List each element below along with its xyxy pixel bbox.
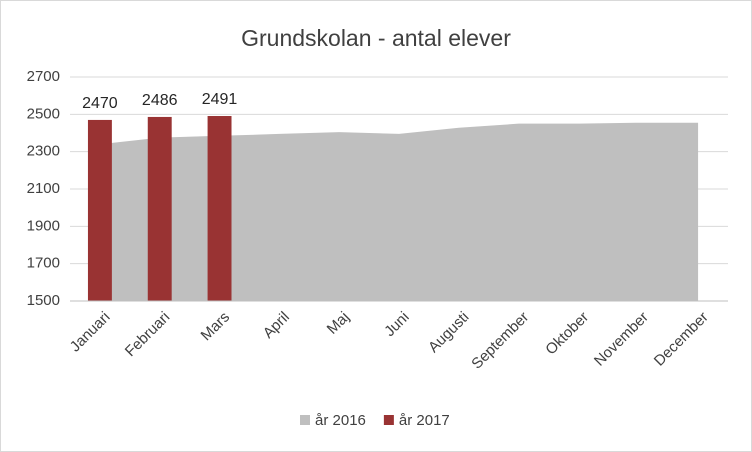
y-tick-label: 2300 bbox=[27, 143, 60, 160]
y-tick-label: 1900 bbox=[27, 217, 60, 234]
y-tick-label: 2500 bbox=[27, 105, 60, 122]
y-tick-label: 1700 bbox=[27, 255, 60, 272]
bar bbox=[87, 119, 112, 301]
bar bbox=[147, 116, 172, 302]
bar bbox=[207, 116, 232, 301]
data-label: 2491 bbox=[202, 91, 238, 108]
data-label: 2486 bbox=[142, 92, 178, 109]
y-tick-label: 2100 bbox=[27, 180, 60, 197]
legend-label: år 2016 bbox=[315, 412, 366, 429]
area bbox=[99, 122, 699, 301]
chart-title: Grundskolan - antal elever bbox=[241, 25, 511, 51]
legend-swatch bbox=[300, 415, 310, 425]
data-label: 2470 bbox=[82, 95, 118, 112]
legend-swatch bbox=[383, 415, 394, 425]
legend-label: år 2017 bbox=[399, 412, 450, 429]
y-tick-label: 2700 bbox=[27, 68, 60, 85]
y-tick-label: 1500 bbox=[27, 292, 60, 309]
